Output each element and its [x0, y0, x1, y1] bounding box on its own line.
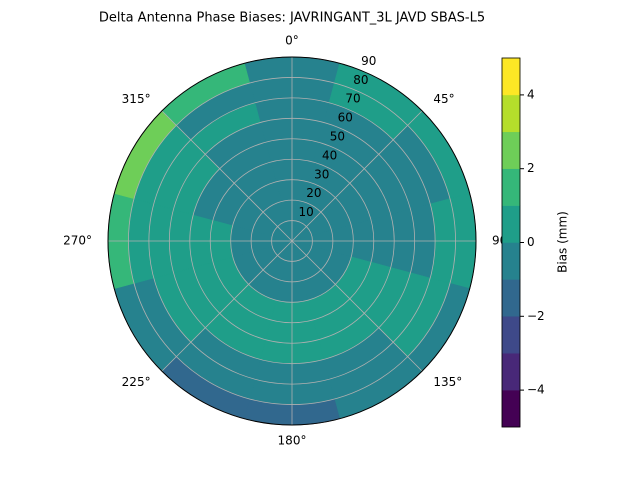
- colorbar-tick-label: −2: [527, 309, 545, 323]
- theta-tick-label: 315°: [122, 92, 151, 106]
- colorbar-label: Bias (mm): [556, 211, 570, 273]
- theta-tick-label: 45°: [433, 92, 454, 106]
- colorbar-tick-label: 0: [527, 235, 535, 249]
- angular-grid-line: [161, 240, 293, 372]
- colorbar-tick-label: 4: [527, 87, 535, 101]
- r-tick-label: 60: [338, 111, 353, 125]
- r-tick-label: 90: [361, 54, 376, 68]
- colorbar-band: [501, 94, 521, 133]
- r-tick-label: 20: [306, 186, 321, 200]
- theta-tick-label: 270°: [63, 234, 92, 248]
- r-tick-label: 10: [298, 205, 313, 219]
- polar-frame: [107, 56, 477, 426]
- colorbar-band: [501, 205, 521, 243]
- colorbar-band: [501, 389, 521, 428]
- colorbar-band: [501, 131, 521, 169]
- angular-grid-line: [291, 110, 423, 242]
- colorbar-band: [501, 279, 521, 317]
- r-tick-label: 50: [330, 130, 345, 144]
- r-tick-label: 40: [322, 148, 337, 162]
- colorbar-band: [501, 57, 521, 96]
- r-tick-label: 70: [345, 92, 360, 106]
- colorbar-band: [501, 352, 521, 391]
- colorbar-band: [501, 168, 521, 206]
- colorbar-tick-label: 2: [527, 161, 535, 175]
- angular-grid-line: [291, 240, 423, 372]
- r-tick-label: 30: [314, 167, 329, 181]
- theta-tick-label: 225°: [122, 375, 151, 389]
- r-tick-label: 80: [353, 73, 368, 87]
- colorbar-band: [501, 316, 521, 354]
- colorbar-band: [501, 242, 521, 280]
- angular-grid-line: [161, 110, 293, 242]
- theta-tick-label: 0°: [285, 34, 299, 48]
- theta-tick-label: 180°: [278, 434, 307, 448]
- chart-title: Delta Antenna Phase Biases: JAVRINGANT_3…: [99, 11, 485, 26]
- theta-tick-label: 135°: [433, 375, 462, 389]
- colorbar-tick-label: −4: [527, 383, 545, 397]
